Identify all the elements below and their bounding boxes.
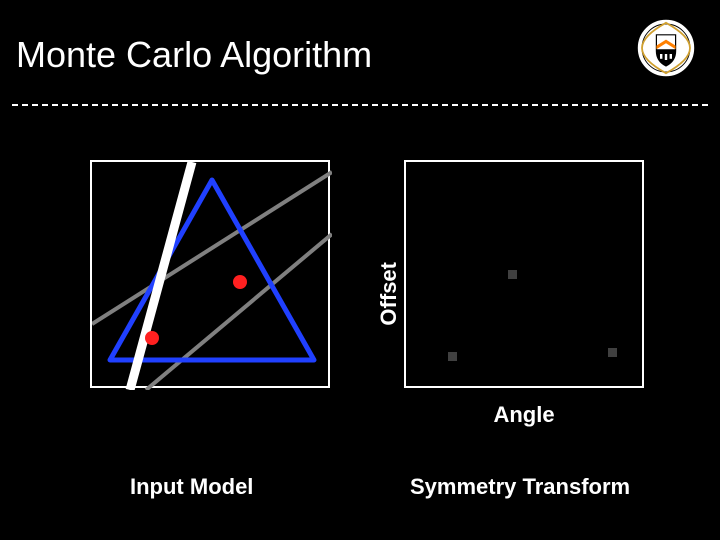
- sample-point-2: [145, 331, 159, 345]
- slide-title: Monte Carlo Algorithm: [16, 34, 372, 76]
- transform-point-1: [508, 270, 517, 279]
- input-model-box: [90, 160, 330, 388]
- symmetry-transform-panel: Offset Angle: [376, 160, 644, 428]
- input-model-svg: [92, 162, 332, 390]
- transform-point-3: [608, 348, 617, 357]
- symmetry-transform-svg: [406, 162, 646, 390]
- white-symmetry-line: [130, 162, 192, 390]
- symmetry-transform-caption: Symmetry Transform: [410, 474, 630, 500]
- transform-point-2: [448, 352, 457, 361]
- panels-container: Offset Angle: [90, 160, 644, 428]
- grey-line-1: [92, 172, 332, 324]
- x-axis-label: Angle: [493, 402, 554, 428]
- title-divider: [12, 104, 708, 106]
- sample-point-1: [233, 275, 247, 289]
- input-model-panel: [90, 160, 330, 388]
- input-model-caption: Input Model: [130, 474, 253, 500]
- y-axis-label: Offset: [376, 262, 402, 326]
- symmetry-transform-box: [404, 160, 644, 388]
- slide: { "title": "Monte Carlo Algorithm", "log…: [0, 0, 720, 540]
- university-seal-logo: [636, 18, 696, 78]
- grey-line-2: [146, 234, 332, 390]
